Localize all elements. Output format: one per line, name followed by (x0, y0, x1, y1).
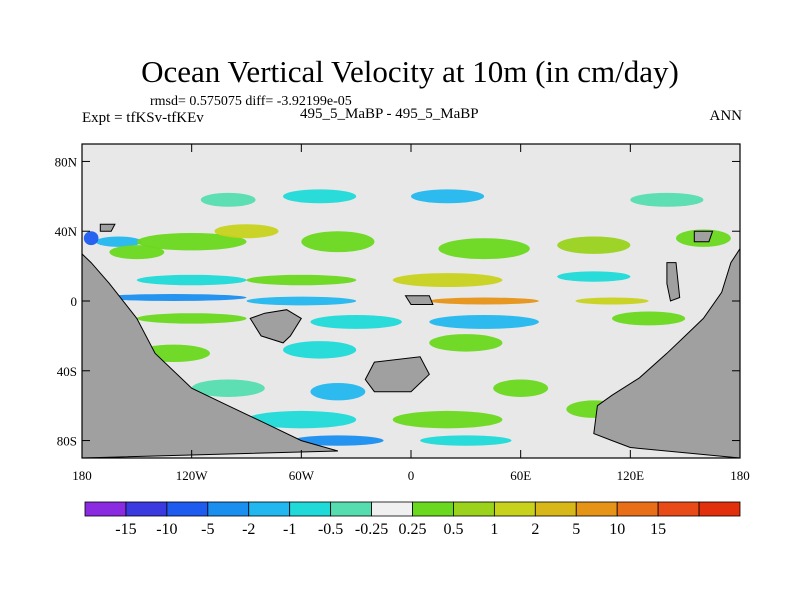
colorbar-label: 10 (609, 521, 625, 538)
field-patch (100, 294, 247, 301)
field-patch (575, 297, 649, 305)
field-patch (246, 296, 357, 306)
field-patch (310, 382, 366, 401)
x-tick-label: 0 (408, 468, 415, 483)
colorbar-swatch (493, 501, 536, 517)
field-patch (612, 311, 686, 326)
field-patch (283, 341, 357, 359)
x-tick-label: 120E (617, 468, 645, 483)
y-tick-label: 0 (71, 294, 78, 309)
colorbar-swatch (453, 501, 495, 517)
colorbar-label: -15 (115, 521, 136, 538)
colorbar-label: -10 (156, 521, 177, 538)
colorbar-label: 1 (490, 521, 498, 538)
colorbar-label: 0.25 (399, 521, 427, 538)
colorbar-label: 15 (650, 521, 666, 538)
field-patch (246, 274, 357, 286)
land-mass (82, 253, 339, 458)
field-patch (429, 314, 539, 329)
x-tick-label: 120W (176, 468, 209, 483)
field-patch (292, 435, 384, 446)
field-patch (310, 314, 402, 329)
colorbar-swatch (248, 501, 291, 517)
chart-title: Ocean Vertical Velocity at 10m (in cm/da… (141, 54, 679, 89)
field-patch (136, 274, 247, 286)
field-patch (214, 224, 279, 239)
field-patch (429, 334, 503, 352)
colorbar-label: -0.25 (355, 521, 388, 538)
field-patch (420, 435, 512, 446)
field-patch (557, 236, 631, 254)
field-patch (200, 192, 256, 207)
colorbar-swatch (371, 501, 413, 517)
x-tick-label: 180 (730, 468, 750, 483)
field-patch (95, 236, 142, 247)
land-mass (593, 247, 740, 458)
colorbar-swatch (575, 501, 618, 517)
field-patch (438, 238, 530, 260)
x-tick-label: 60W (289, 468, 315, 483)
land-mass (404, 295, 434, 305)
field-patch (191, 379, 265, 397)
colorbar-swatch (330, 501, 372, 517)
field-patch (136, 313, 247, 324)
field-patch (301, 231, 375, 253)
x-tick-label: 60E (510, 468, 531, 483)
colorbar-swatch (207, 501, 250, 517)
colorbar-swatch (125, 501, 168, 517)
land-mass (693, 230, 714, 243)
colorbar-swatch (616, 501, 659, 517)
land-mass (249, 309, 302, 344)
colorbar-swatch (412, 501, 454, 517)
axes: 180 120W 60W 0 60E 120E 180 80N 40N 0 40S 80S (55, 144, 750, 483)
colorbar-swatch (166, 501, 209, 517)
land-mass (99, 223, 116, 232)
land-mass (364, 356, 430, 393)
colorbar-swatch (84, 501, 127, 517)
colorbar-swatch (657, 501, 700, 517)
field-patch (429, 297, 539, 305)
y-tick-label: 40S (57, 364, 77, 379)
colorbar-label: 5 (572, 521, 580, 538)
field-patch (392, 273, 503, 288)
x-tick-label: 180 (72, 468, 92, 483)
colorbar-swatch (534, 501, 577, 517)
colorbar-label: 0.5 (443, 521, 463, 538)
field-patch (557, 271, 631, 282)
field-patch (411, 189, 485, 204)
colorbar-swatch (289, 501, 332, 517)
colorbar: -15 -10 -5 -2 -1 -0.5 -0.25 0.25 0.5 1 2 5 10 15 (84, 501, 741, 538)
colorbar-label: -5 (201, 521, 214, 538)
y-tick-label: 80S (57, 434, 77, 449)
colorbar-label: -0.5 (318, 521, 343, 538)
colorbar-label: -1 (283, 521, 296, 538)
field-patch (136, 232, 247, 251)
colorbar-label: 2 (531, 521, 539, 538)
land-mass (666, 262, 681, 302)
case-text: 495_5_MaBP - 495_5_MaBP (300, 106, 479, 122)
map-field (82, 144, 740, 458)
field-patch (493, 379, 549, 397)
colorbar-label: -2 (242, 521, 255, 538)
y-tick-label: 40N (55, 224, 78, 239)
field-patch (246, 410, 357, 429)
season-text: ANN (709, 108, 743, 124)
y-tick-label: 80N (55, 154, 78, 169)
field-patch (83, 231, 99, 246)
field-patch (630, 192, 704, 207)
stats-text: rmsd= 0.575075 diff= -3.92199e-05 (150, 94, 352, 109)
colorbar-swatch (698, 501, 741, 517)
expt-text: Expt = tfKSv-tfKEv (82, 110, 204, 126)
field-patch (283, 189, 357, 204)
field-patch (392, 410, 503, 429)
field-patch (109, 245, 165, 260)
